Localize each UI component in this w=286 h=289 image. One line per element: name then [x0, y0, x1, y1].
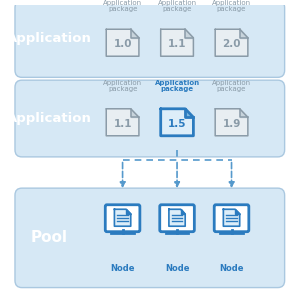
Polygon shape: [161, 29, 193, 56]
Text: Application: Application: [7, 112, 92, 125]
Polygon shape: [185, 29, 193, 38]
Text: package: package: [217, 86, 246, 92]
Text: Pool: Pool: [31, 230, 67, 245]
FancyBboxPatch shape: [15, 188, 285, 288]
Text: Application: Application: [103, 80, 142, 86]
Text: package: package: [108, 86, 137, 92]
Text: 1.0: 1.0: [113, 39, 132, 49]
Text: Application: Application: [158, 0, 196, 6]
Polygon shape: [240, 109, 248, 117]
Text: package: package: [162, 6, 192, 12]
Polygon shape: [161, 109, 193, 136]
Text: 1.9: 1.9: [222, 118, 241, 129]
Text: Application: Application: [212, 0, 251, 6]
Polygon shape: [235, 209, 240, 214]
Polygon shape: [169, 209, 185, 226]
FancyBboxPatch shape: [15, 1, 285, 77]
Polygon shape: [185, 109, 193, 117]
Text: 1.1: 1.1: [168, 39, 186, 49]
Text: Application: Application: [212, 80, 251, 86]
Polygon shape: [223, 209, 240, 226]
Text: Node: Node: [110, 264, 135, 273]
Text: Node: Node: [165, 264, 189, 273]
FancyBboxPatch shape: [214, 205, 249, 232]
FancyBboxPatch shape: [160, 205, 194, 232]
Polygon shape: [106, 29, 139, 56]
Text: 1.1: 1.1: [113, 118, 132, 129]
Text: 2.0: 2.0: [222, 39, 241, 49]
Text: Application: Application: [154, 80, 200, 86]
Polygon shape: [126, 209, 131, 214]
Polygon shape: [106, 109, 139, 136]
Polygon shape: [240, 29, 248, 38]
FancyBboxPatch shape: [15, 80, 285, 157]
Text: Application: Application: [7, 32, 92, 45]
Text: Node: Node: [219, 264, 244, 273]
Polygon shape: [215, 29, 248, 56]
Polygon shape: [181, 209, 185, 214]
Polygon shape: [131, 29, 139, 38]
FancyBboxPatch shape: [105, 205, 140, 232]
Text: package: package: [217, 6, 246, 12]
Text: package: package: [160, 86, 194, 92]
Text: 1.5: 1.5: [168, 118, 186, 129]
Polygon shape: [215, 109, 248, 136]
Text: Application: Application: [103, 0, 142, 6]
Polygon shape: [131, 109, 139, 117]
Text: package: package: [108, 6, 137, 12]
Polygon shape: [114, 209, 131, 226]
